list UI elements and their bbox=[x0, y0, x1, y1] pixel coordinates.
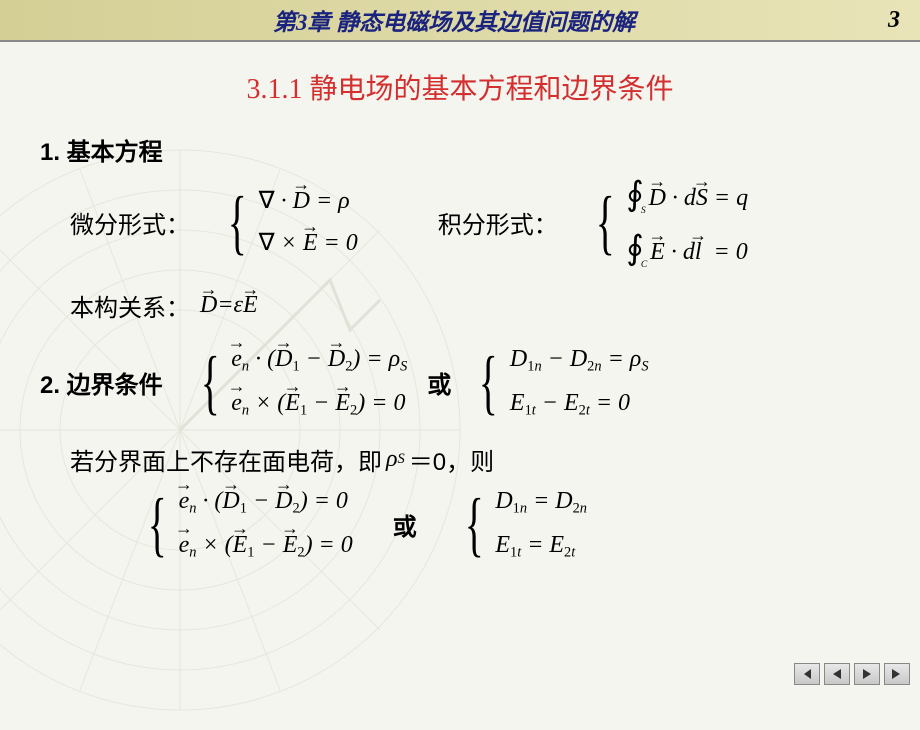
slide-content: 3.1.1 静电场的基本方程和边界条件 1. 基本方程 微分形式： { ∇ · … bbox=[0, 42, 920, 580]
constitutive-equation: D = εE bbox=[200, 292, 258, 319]
integral-label: 积分形式： bbox=[438, 205, 558, 240]
nav-prev-button[interactable] bbox=[824, 663, 850, 685]
next-icon bbox=[862, 669, 872, 679]
chapter-title: 第3章 静态电磁场及其边值问题的解 bbox=[20, 3, 888, 37]
prev-icon bbox=[832, 669, 842, 679]
zero-surface-text: 若分界面上不存在面电荷，即 ρS ＝0，则 bbox=[70, 442, 880, 477]
rho-s-symbol: ρS bbox=[386, 446, 405, 473]
boundary-eq-vector-2: { en · (D1 − D2) = 0 en × (E1 − E2) = 0 bbox=[140, 487, 353, 562]
differential-equations: { ∇ · D = ρ ∇ × E = 0 bbox=[220, 187, 358, 259]
nav-bar bbox=[794, 663, 910, 685]
boundary-eq-component-2: { D1n = D2n E1t = E2t bbox=[457, 487, 587, 562]
item-1-heading: 1. 基本方程 bbox=[40, 132, 880, 167]
last-icon bbox=[891, 669, 903, 679]
nav-first-button[interactable] bbox=[794, 663, 820, 685]
boundary-eq-vector-1: { en · (D1 − D2) = ρS en × (E1 − E2) = 0 bbox=[193, 345, 408, 420]
section-title: 3.1.1 静电场的基本方程和边界条件 bbox=[40, 67, 880, 107]
boundary-zero-row: { en · (D1 − D2) = 0 en × (E1 − E2) = 0 … bbox=[140, 487, 880, 562]
item-2-label: 2. 边界条件 bbox=[40, 365, 163, 400]
nav-next-button[interactable] bbox=[854, 663, 880, 685]
first-icon bbox=[801, 669, 813, 679]
item-2-row: 2. 边界条件 { en · (D1 − D2) = ρS en × (E1 −… bbox=[40, 345, 880, 420]
or-label-2: 或 bbox=[393, 507, 417, 542]
constitutive-label: 本构关系： bbox=[70, 288, 190, 323]
page-number: 3 bbox=[888, 7, 900, 34]
boundary-eq-component-1: { D1n − D2n = ρS E1t − E2t = 0 bbox=[471, 345, 648, 420]
slide-header: 第3章 静态电磁场及其边值问题的解 3 bbox=[0, 0, 920, 42]
item-1-label: 1. 基本方程 bbox=[40, 132, 163, 167]
zero-surface-prefix: 若分界面上不存在面电荷，即 bbox=[70, 442, 382, 477]
integral-equations: { ∮SD · dS = q ∮CE · dl = 0 bbox=[588, 175, 748, 270]
differential-label: 微分形式： bbox=[70, 205, 190, 240]
basic-equations-row: 微分形式： { ∇ · D = ρ ∇ × E = 0 积分形式： { ∮SD … bbox=[70, 175, 880, 270]
or-label-1: 或 bbox=[427, 365, 451, 400]
nav-last-button[interactable] bbox=[884, 663, 910, 685]
constitutive-row: 本构关系： D = εE bbox=[70, 288, 880, 323]
zero-surface-suffix: ＝0，则 bbox=[409, 442, 494, 477]
